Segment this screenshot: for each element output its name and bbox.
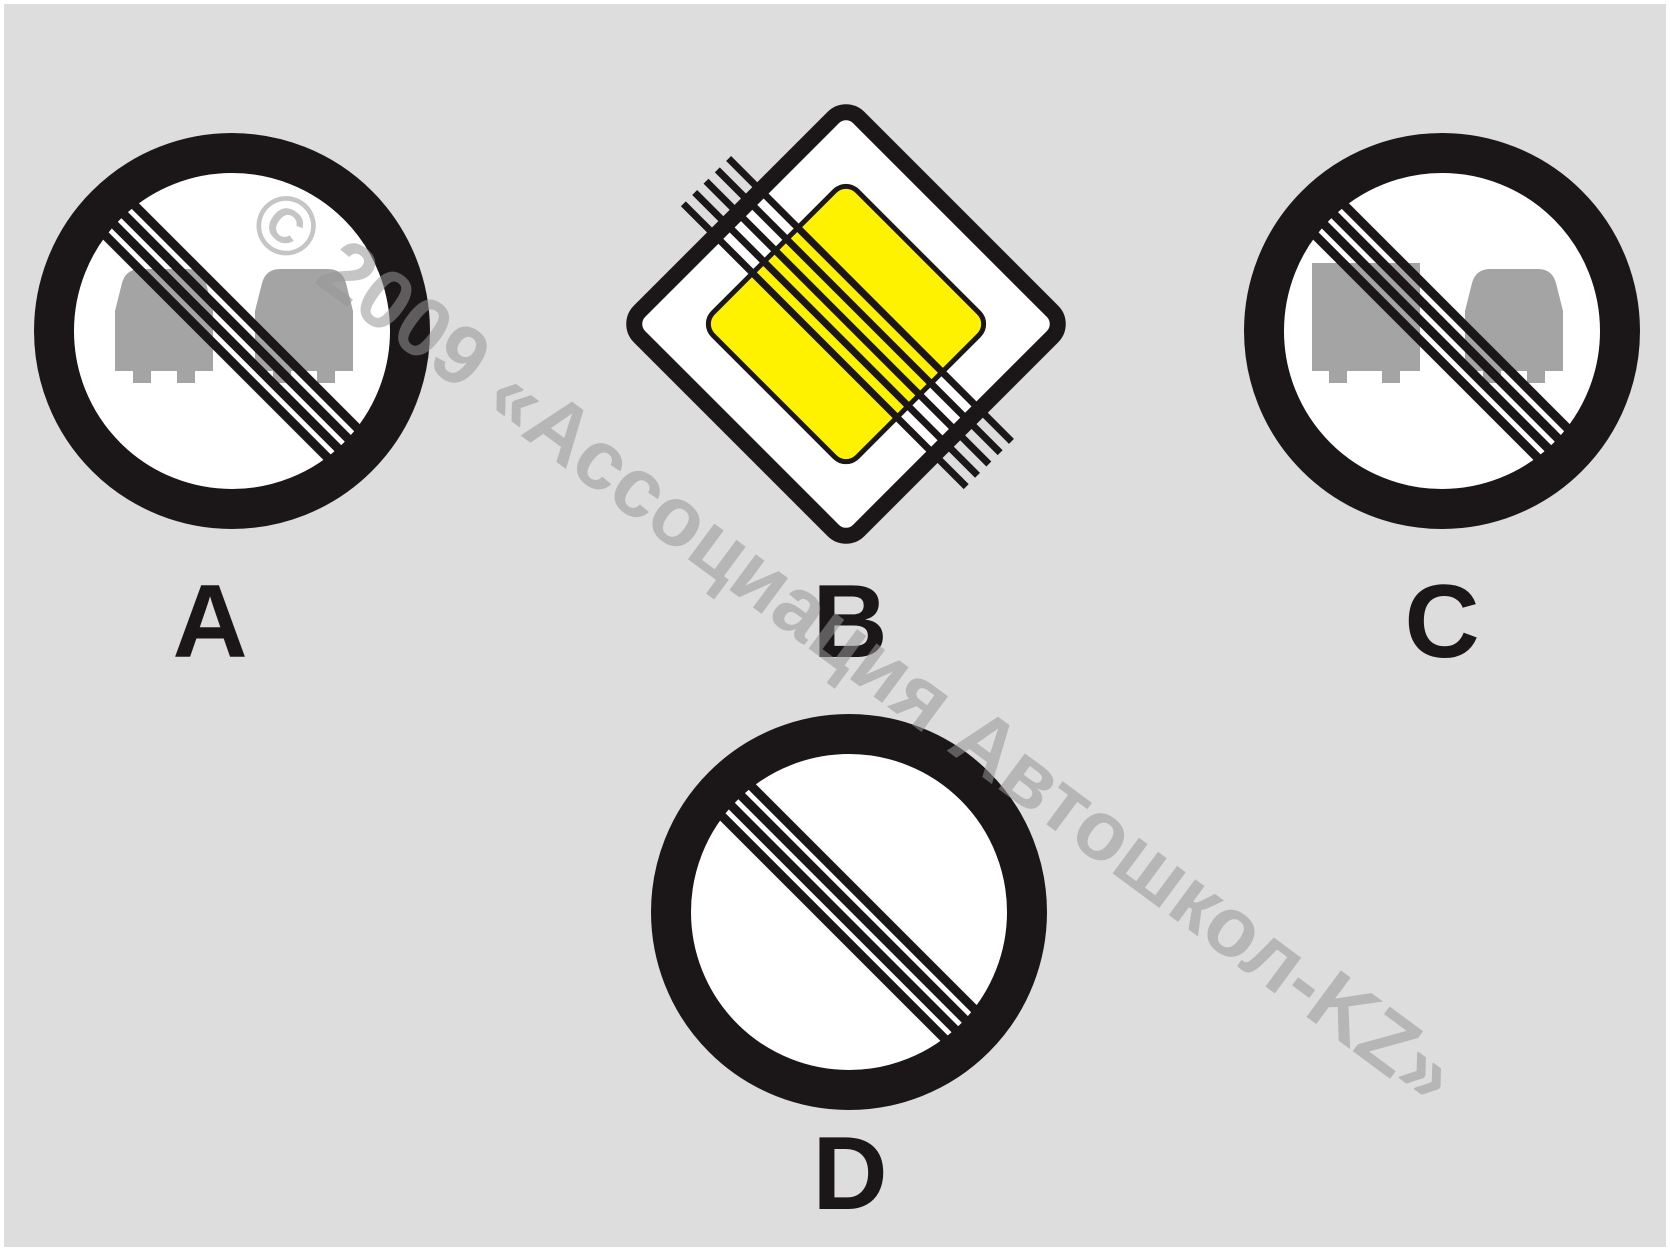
sign-c-icon[interactable] (1242, 131, 1642, 531)
option-label-c: C (1404, 564, 1480, 680)
option-label-b: B (812, 564, 888, 680)
option-label-a: A (172, 564, 248, 680)
question-panel: A B C D © 2009 «Ассоциация Автошкол-KZ» (4, 4, 1666, 1247)
option-label-d: D (812, 1116, 888, 1232)
sign-b-icon[interactable] (616, 94, 1076, 554)
sign-d-icon[interactable] (649, 712, 1049, 1112)
sign-a-icon[interactable] (32, 131, 432, 531)
